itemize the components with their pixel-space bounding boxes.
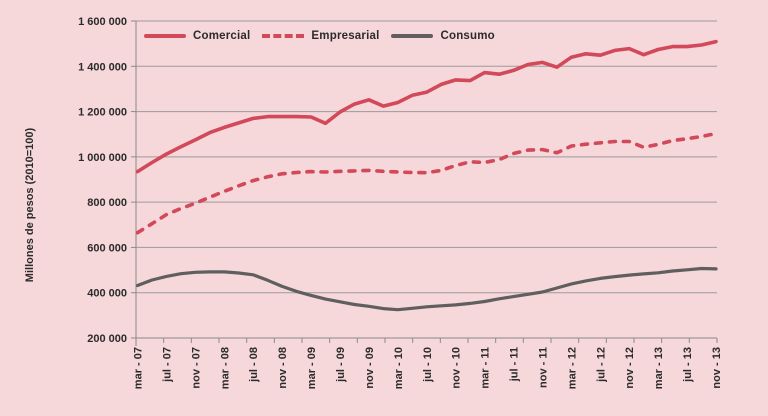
comercial-line-swatch-icon [144, 34, 186, 38]
x-tick-label: nov - 10 [451, 347, 463, 389]
y-tick-label: 1 200 000 [78, 107, 127, 119]
x-tick-label: mar - 09 [306, 347, 318, 389]
legend-item-comercial: Comercial [144, 30, 250, 42]
x-tick-label: mar - 12 [566, 347, 578, 389]
y-tick-label: 400 000 [87, 288, 127, 300]
consumo-line-swatch-icon [391, 34, 434, 38]
y-tick-label: 1 400 000 [78, 61, 127, 73]
series-line-consumo [135, 266, 718, 312]
x-tick-label: nov - 09 [364, 347, 376, 389]
x-tick-label: jul - 13 [682, 347, 694, 383]
x-tick-label: jul - 08 [248, 347, 260, 383]
legend-item-consumo: Consumo [391, 30, 495, 42]
series-line-empresarial [135, 131, 718, 235]
x-tick-label: nov - 08 [277, 347, 289, 389]
x-tick-label: mar - 11 [480, 347, 492, 389]
x-tick-label: nov - 13 [711, 347, 723, 389]
x-tick-label: mar - 08 [219, 347, 231, 389]
x-tick-label: jul - 07 [161, 347, 173, 383]
x-tick-label: jul - 12 [595, 347, 607, 383]
y-tick-label: 1 600 000 [78, 16, 127, 28]
y-tick-label: 1 000 000 [78, 152, 127, 164]
y-tick-label: 200 000 [87, 333, 127, 345]
legend-label-consumo: Consumo [440, 30, 495, 42]
y-axis-title: Millones de pesos (2010=100) [24, 127, 36, 283]
series-line-comercial [135, 39, 718, 174]
x-tick-label: mar - 07 [133, 347, 145, 389]
legend: Comercial Empresarial Consumo [144, 30, 495, 42]
x-tick-label: nov - 12 [624, 347, 636, 389]
x-tick-label: mar - 13 [653, 347, 665, 389]
x-tick-label: jul - 09 [335, 347, 347, 383]
x-tick-label: jul - 11 [509, 347, 521, 382]
x-tick-label: nov - 11 [537, 347, 549, 388]
x-tick-label: jul - 10 [422, 347, 434, 383]
legend-label-empresarial: Empresarial [311, 30, 380, 42]
legend-label-comercial: Comercial [193, 30, 251, 42]
y-tick-label: 600 000 [87, 242, 127, 254]
x-tick-label: nov - 07 [190, 347, 202, 389]
empresarial-line-swatch-icon [262, 34, 305, 38]
y-tick-label: 800 000 [87, 197, 127, 209]
legend-item-empresarial: Empresarial [262, 30, 379, 42]
x-tick-label: mar - 10 [393, 347, 405, 389]
